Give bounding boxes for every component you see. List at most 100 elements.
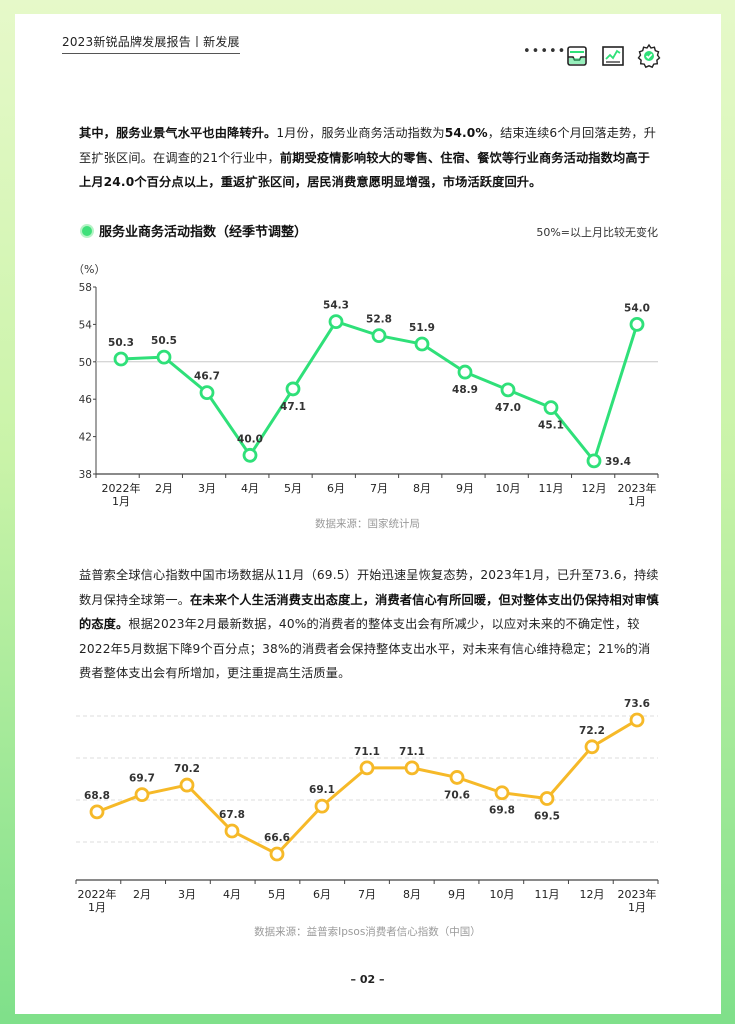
data-point [414,336,430,352]
para2-text-2: 根据2023年2月最新数据，40%的消费者的整体支出会有所减少，以应对未来的不确… [79,617,651,680]
x-tick-label: 8月 [403,888,421,901]
data-label: 67.8 [219,809,245,821]
x-tick-label: 10月 [490,888,515,901]
data-point [359,760,375,776]
para2-highlight: 在未来个人生活消费支出态度上，消费者信心有所回暖，但对整体支出仍保持相对审慎的态… [79,592,659,632]
data-point [113,351,129,367]
data-point [199,385,215,401]
data-label: 69.7 [129,773,155,785]
data-point [285,381,301,397]
data-label: 70.2 [174,763,200,775]
x-tick-label: 1月 [628,901,646,914]
para1-text: 1月份，服务业商务活动指数为 [276,126,445,140]
data-label: 70.6 [444,789,470,801]
page [15,14,721,1014]
data-label: 69.8 [489,805,515,817]
data-label: 39.4 [605,456,631,468]
data-label: 73.6 [624,698,650,710]
data-point [89,804,105,820]
x-tick-label: 1月 [88,901,106,914]
x-tick-label: 5月 [268,888,286,901]
x-tick-label: 12月 [580,888,605,901]
inbox-icon[interactable] [564,43,590,69]
data-label: 50.5 [151,335,177,347]
data-label: 54.0 [624,302,650,314]
chart-title-bullet [80,224,94,238]
data-point [328,314,344,329]
chart1-unit: （%） [73,263,106,276]
data-point [242,447,258,463]
data-label: 45.1 [538,420,564,432]
y-tick-label: 54 [79,319,93,331]
x-tick-label: 2023年 [618,887,657,901]
data-point [586,453,602,469]
x-tick-label: 8月 [413,482,431,495]
x-tick-label: 11月 [535,888,560,901]
data-point [404,760,420,776]
data-point [134,787,150,803]
intro-paragraph: 其中，服务业景气水平也由降转升。1月份，服务业商务活动指数为54.0%，结束连续… [79,121,659,195]
data-point [584,739,600,755]
settings-gear-icon[interactable] [636,43,662,69]
data-point [539,791,555,806]
page-number: – 02 – [350,973,385,986]
data-point [179,777,195,793]
data-point [371,328,387,344]
data-point [500,382,516,398]
x-tick-label: 2022年 [102,481,141,495]
data-label: 71.1 [399,746,425,758]
data-point [156,349,172,365]
report-title: 2023新锐品牌发展报告丨新发展 [62,33,240,54]
chart1-title: 服务业商务活动指数（经季节调整） [99,225,308,240]
x-tick-label: 2月 [133,888,151,901]
x-tick-label: 7月 [370,482,388,495]
para1-value: 54.0% [444,126,488,140]
y-tick-label: 50 [79,357,92,369]
chart1-note: 50%=以上月比较无变化 [536,226,658,239]
x-tick-label: 7月 [358,888,376,901]
data-label: 66.6 [264,832,290,844]
data-label: 69.5 [534,810,560,822]
y-tick-label: 42 [79,432,92,444]
x-tick-label: 4月 [241,482,259,495]
x-tick-label: 6月 [327,482,345,495]
para1-text-2: ，结束连续6个月回落走势，升至扩张区间。在调查的21个行业中， [79,126,657,165]
data-point [629,317,645,332]
x-tick-label: 2023年 [618,481,657,495]
data-point [543,400,559,416]
x-tick-label: 10月 [496,482,521,495]
data-label: 71.1 [354,746,380,758]
y-tick-label: 46 [79,394,93,406]
data-label: 68.8 [84,790,110,802]
data-point [494,785,510,801]
data-label: 51.9 [409,322,435,334]
data-point [314,798,330,814]
data-label: 69.1 [309,784,335,796]
x-tick-label: 3月 [198,482,216,495]
x-tick-label: 3月 [178,888,196,901]
chart-icon[interactable] [600,43,626,69]
x-tick-label: 9月 [448,888,466,901]
x-tick-label: 2022年 [78,887,117,901]
data-label: 46.7 [194,371,220,383]
more-dots[interactable]: •••••• [523,44,576,59]
x-tick-label: 4月 [223,888,241,901]
data-label: 48.9 [452,384,478,396]
para1-lead: 其中，服务业景气水平也由降转升。 [79,126,277,140]
x-tick-label: 6月 [313,888,331,901]
data-label: 52.8 [366,314,392,326]
y-tick-label: 38 [79,469,92,481]
chart2-source: 数据来源：益普索Ipsos消费者信心指数（中国） [254,926,481,938]
x-tick-label: 2月 [155,482,173,495]
data-label: 47.0 [495,402,521,414]
x-tick-label: 5月 [284,482,302,495]
para1-highlight: 前期受疫情影响较大的零售、住宿、餐饮等行业商务活动指数均高于上月24.0个百分点… [79,150,650,190]
data-label: 50.3 [108,337,134,349]
data-point [629,712,645,728]
para2-text: 益普索全球信心指数中国市场数据从11月（69.5）开始迅速呈恢复态势，2023年… [79,568,659,607]
data-point [269,846,285,862]
series-line [96,718,638,856]
chart1-source: 数据来源：国家统计局 [315,518,420,530]
